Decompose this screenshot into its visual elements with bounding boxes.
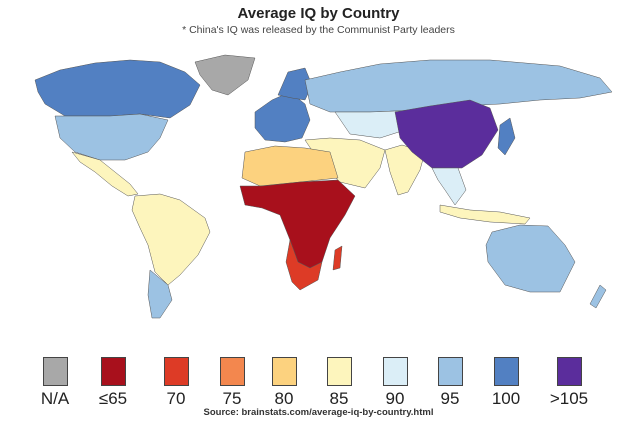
- legend-swatch: [556, 357, 582, 386]
- region-japan-korea: [497, 117, 516, 156]
- region-south-america: [131, 193, 211, 286]
- legend-label: 80: [274, 389, 294, 408]
- map-subtitle: * China's IQ was released by the Communi…: [182, 24, 455, 36]
- legend-item-70: 70: [146, 357, 206, 408]
- legend-label: N/A: [40, 389, 70, 408]
- region-australia: [485, 224, 576, 293]
- legend-swatch: [493, 357, 519, 386]
- legend-swatch: [271, 357, 297, 386]
- legend-item-80: 80: [254, 357, 314, 408]
- legend-item-90: 90: [365, 357, 425, 408]
- region-southeast-asia: [431, 167, 467, 206]
- region-canada-alaska: [34, 59, 201, 119]
- legend-label: 100: [491, 389, 521, 408]
- legend-swatch: [100, 357, 126, 386]
- region-usa: [54, 113, 169, 161]
- legend-label: 90: [385, 389, 405, 408]
- region-southern-cone: [147, 269, 173, 319]
- region-indonesia: [439, 204, 531, 225]
- region-greenland: [194, 54, 256, 96]
- world-map: [34, 54, 613, 319]
- legend-swatch: [42, 357, 68, 386]
- region-new-zealand: [589, 284, 607, 309]
- legend-label: 95: [440, 389, 460, 408]
- region-india: [384, 144, 426, 196]
- legend-item-na: N/A: [25, 357, 85, 408]
- region-madagascar: [332, 245, 343, 271]
- region-southern-africa: [285, 239, 323, 291]
- legend-item-75: 75: [202, 357, 262, 408]
- region-china: [394, 99, 499, 169]
- legend-label: >105: [549, 389, 589, 408]
- region-north-africa: [241, 145, 339, 187]
- source-note: Source: brainstats.com/average-iq-by-cou…: [203, 407, 434, 418]
- legend-swatch: [437, 357, 463, 386]
- region-mexico-central-america: [71, 151, 139, 197]
- legend-item-100: 100: [476, 357, 536, 408]
- legend-label: 85: [329, 389, 349, 408]
- legend-swatch: [326, 357, 352, 386]
- legend-label: 75: [222, 389, 242, 408]
- legend-item-85: 85: [309, 357, 369, 408]
- legend-item-65: ≤65: [83, 357, 143, 408]
- legend-label: 70: [166, 389, 186, 408]
- legend-item-105: >105: [539, 357, 599, 408]
- legend-swatch: [219, 357, 245, 386]
- legend-label: ≤65: [98, 389, 128, 408]
- legend-swatch: [382, 357, 408, 386]
- legend-swatch: [163, 357, 189, 386]
- region-europe: [254, 91, 311, 143]
- map-title: Average IQ by Country: [237, 5, 400, 22]
- legend-item-95: 95: [420, 357, 480, 408]
